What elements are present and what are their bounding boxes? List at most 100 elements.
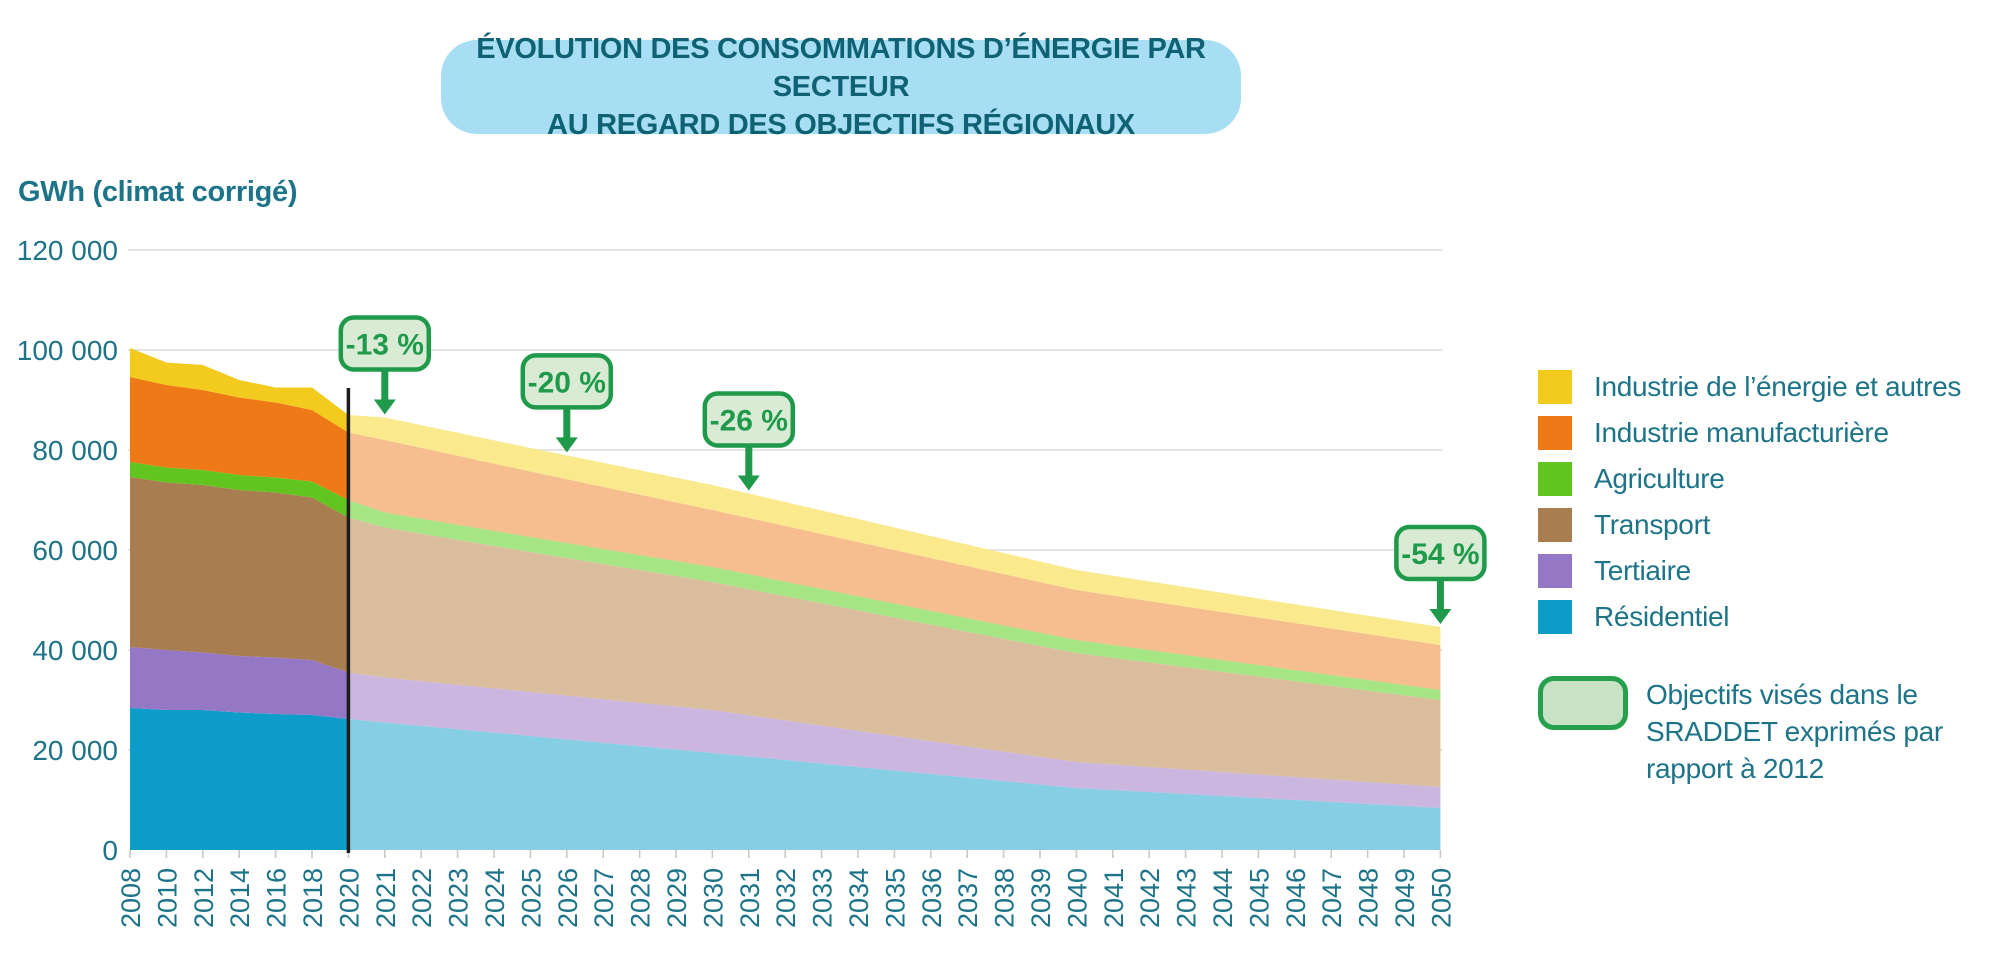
target-badge-2031: -26 % <box>702 391 796 491</box>
x-tick-label: 2014 <box>225 868 255 928</box>
target-badge-2026: -20 % <box>520 353 614 453</box>
area-projection-transport <box>348 517 1441 787</box>
target-arrow-head-icon <box>555 437 578 453</box>
target-badge-box <box>702 391 796 448</box>
x-tick-label: 2024 <box>480 868 510 928</box>
x-tick-label: 2020 <box>334 868 364 928</box>
chart-title-pill: ÉVOLUTION DES CONSOMMATIONS D’ÉNERGIE PA… <box>441 33 1241 141</box>
legend-swatch-icon <box>1538 600 1572 634</box>
legend-item-industrie-manufacturi-re: Industrie manufacturière <box>1538 416 1961 450</box>
target-badge-label: -20 % <box>528 366 606 399</box>
legend-swatch-icon <box>1538 554 1572 588</box>
legend-label: Industrie manufacturière <box>1594 417 1889 448</box>
x-tick-label: 2008 <box>116 868 146 928</box>
target-arrow-head-icon <box>373 399 396 415</box>
target-arrow-shaft <box>745 444 753 477</box>
x-tick-label: 2044 <box>1208 868 1238 928</box>
area-historical-r-sidentiel <box>130 708 349 850</box>
x-tick-label: 2043 <box>1172 868 1202 928</box>
legend-swatch-icon <box>1538 370 1572 404</box>
x-tick-label: 2041 <box>1099 868 1129 928</box>
x-tick-label: 2034 <box>844 868 874 928</box>
area-projection-tertiaire <box>348 672 1441 808</box>
y-tick-label: 0 <box>102 835 118 866</box>
legend-label: Résidentiel <box>1594 601 1730 632</box>
x-tick-label: 2025 <box>516 868 546 928</box>
x-tick-label: 2030 <box>698 868 728 928</box>
x-tick-label: 2040 <box>1062 868 1092 928</box>
y-tick-label: 120 000 <box>17 235 118 266</box>
x-tick-label: 2026 <box>553 868 583 928</box>
x-tick-label: 2023 <box>444 868 474 928</box>
target-badge-2021: -13 % <box>338 315 432 415</box>
legend-item-agriculture: Agriculture <box>1538 462 1961 496</box>
target-badge-label: -26 % <box>710 405 788 438</box>
x-tick-label: 2048 <box>1354 868 1384 928</box>
x-tick-label: 2047 <box>1317 868 1347 928</box>
area-projection-industrie-de-l-nergie-et-autres <box>348 415 1441 645</box>
legend-item-transport: Transport <box>1538 508 1961 542</box>
x-tick-label: 2029 <box>662 868 692 928</box>
x-tick-label: 2039 <box>1026 868 1056 928</box>
x-tick-label: 2028 <box>626 868 656 928</box>
sraddet-note-text: Objectifs visés dans le SRADDET exprimés… <box>1646 679 1943 784</box>
sraddet-note-swatch <box>1538 676 1628 730</box>
target-badge-label: -13 % <box>346 329 424 362</box>
target-arrow-shaft <box>563 406 571 439</box>
target-arrow-head-icon <box>1429 609 1452 624</box>
target-arrow-head-icon <box>737 475 760 491</box>
x-tick-label: 2033 <box>808 868 838 928</box>
target-badge-box <box>1394 524 1487 582</box>
area-projection-agriculture <box>348 500 1441 700</box>
target-badge-label: -54 % <box>1401 538 1479 571</box>
y-tick-label: 20 000 <box>32 735 118 766</box>
legend-label: Transport <box>1594 509 1711 540</box>
y-tick-label: 40 000 <box>32 635 118 666</box>
x-tick-label: 2046 <box>1281 868 1311 928</box>
x-tick-label: 2049 <box>1390 868 1420 928</box>
legend-label: Industrie de l’énergie et autres <box>1594 371 1962 402</box>
target-badge-box <box>520 353 614 410</box>
x-tick-label: 2022 <box>407 868 437 928</box>
x-tick-label: 2035 <box>880 868 910 928</box>
x-tick-label: 2018 <box>298 868 328 928</box>
chart-title-line2: AU REGARD DES OBJECTIFS RÉGIONAUX <box>547 109 1135 141</box>
target-arrow-shaft <box>1436 578 1444 610</box>
x-tick-label: 2037 <box>953 868 983 928</box>
x-tick-label: 2036 <box>917 868 947 928</box>
y-tick-label: 100 000 <box>17 335 118 366</box>
area-historical-industrie-manufacturi-re <box>130 377 349 500</box>
x-tick-label: 2021 <box>371 868 401 928</box>
x-tick-label: 2027 <box>589 868 619 928</box>
area-historical-tertiaire <box>130 647 349 719</box>
y-tick-label: 60 000 <box>32 535 118 566</box>
y-tick-label: 80 000 <box>32 435 118 466</box>
x-tick-label: 2038 <box>990 868 1020 928</box>
legend-item-industrie-de-l-nergie-et-autres: Industrie de l’énergie et autres <box>1538 370 1961 404</box>
target-arrow-shaft <box>381 368 389 401</box>
area-projection-r-sidentiel <box>348 719 1441 850</box>
legend-label: Agriculture <box>1594 463 1725 494</box>
x-tick-label: 2010 <box>152 868 182 928</box>
y-axis-title: GWh (climat corrigé) <box>18 176 298 208</box>
legend-label: Tertiaire <box>1594 555 1691 586</box>
legend: Industrie de l’énergie et autres Industri… <box>1538 370 1961 646</box>
sraddet-note: Objectifs visés dans le SRADDET exprimés… <box>1538 676 1956 787</box>
area-historical-transport <box>130 477 349 673</box>
x-tick-label: 2012 <box>189 868 219 928</box>
legend-swatch-icon <box>1538 416 1572 450</box>
x-tick-label: 2045 <box>1244 868 1274 928</box>
x-tick-label: 2050 <box>1426 868 1456 928</box>
x-tick-label: 2042 <box>1135 868 1165 928</box>
x-tick-label: 2031 <box>735 868 765 928</box>
area-historical-agriculture <box>130 462 349 518</box>
legend-swatch-icon <box>1538 508 1572 542</box>
area-projection-industrie-manufacturi-re <box>348 432 1441 690</box>
legend-item-r-sidentiel: Résidentiel <box>1538 600 1961 634</box>
area-historical-industrie-de-l-nergie-et-autres <box>130 348 349 433</box>
x-tick-label: 2032 <box>771 868 801 928</box>
target-badge-2050: -54 % <box>1394 524 1487 624</box>
target-badge-box <box>338 315 432 372</box>
